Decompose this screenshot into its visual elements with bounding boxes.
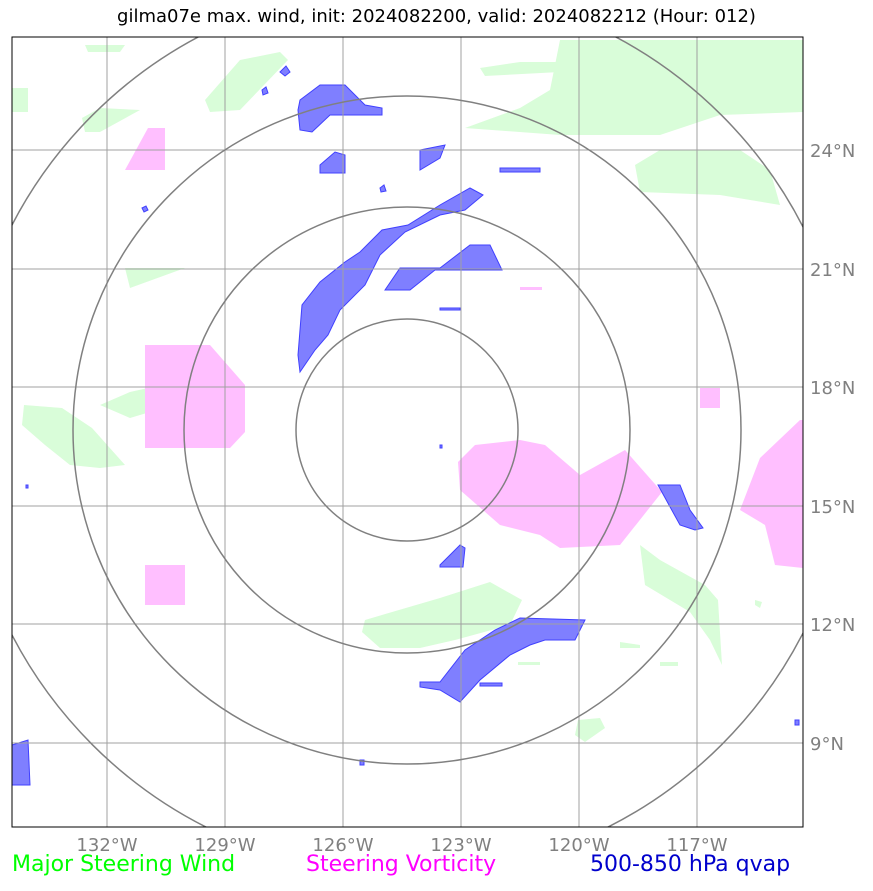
lon-label: 126°W	[312, 835, 373, 856]
lon-label: 129°W	[194, 835, 255, 856]
graticule	[12, 37, 803, 827]
range-rings	[12, 37, 803, 827]
legend-steering-vorticity: Steering Vorticity	[306, 852, 497, 877]
latitude-labels: 24°N 21°N 18°N 15°N 12°N 9°N	[810, 141, 855, 755]
longitude-labels: 132°W 129°W 126°W 123°W 120°W 117°W	[76, 835, 727, 856]
lon-label: 117°W	[666, 835, 727, 856]
lat-label: 12°N	[810, 615, 855, 636]
lat-label: 18°N	[810, 378, 855, 399]
lat-label: 15°N	[810, 497, 855, 518]
map-title: gilma07e max. wind, init: 2024082200, va…	[117, 6, 756, 27]
lon-label: 120°W	[548, 835, 609, 856]
steering-wind-areas	[12, 40, 803, 742]
legend-major-steering-wind: Major Steering Wind	[12, 852, 236, 877]
legend-qvap: 500-850 hPa qvap	[590, 852, 791, 877]
steering-vorticity-areas	[125, 128, 803, 605]
lon-label: 132°W	[76, 835, 137, 856]
lat-label: 24°N	[810, 141, 855, 162]
lat-label: 9°N	[810, 734, 844, 755]
lon-label: 123°W	[430, 835, 491, 856]
plot-frame	[11, 36, 804, 828]
lat-label: 21°N	[810, 260, 855, 281]
